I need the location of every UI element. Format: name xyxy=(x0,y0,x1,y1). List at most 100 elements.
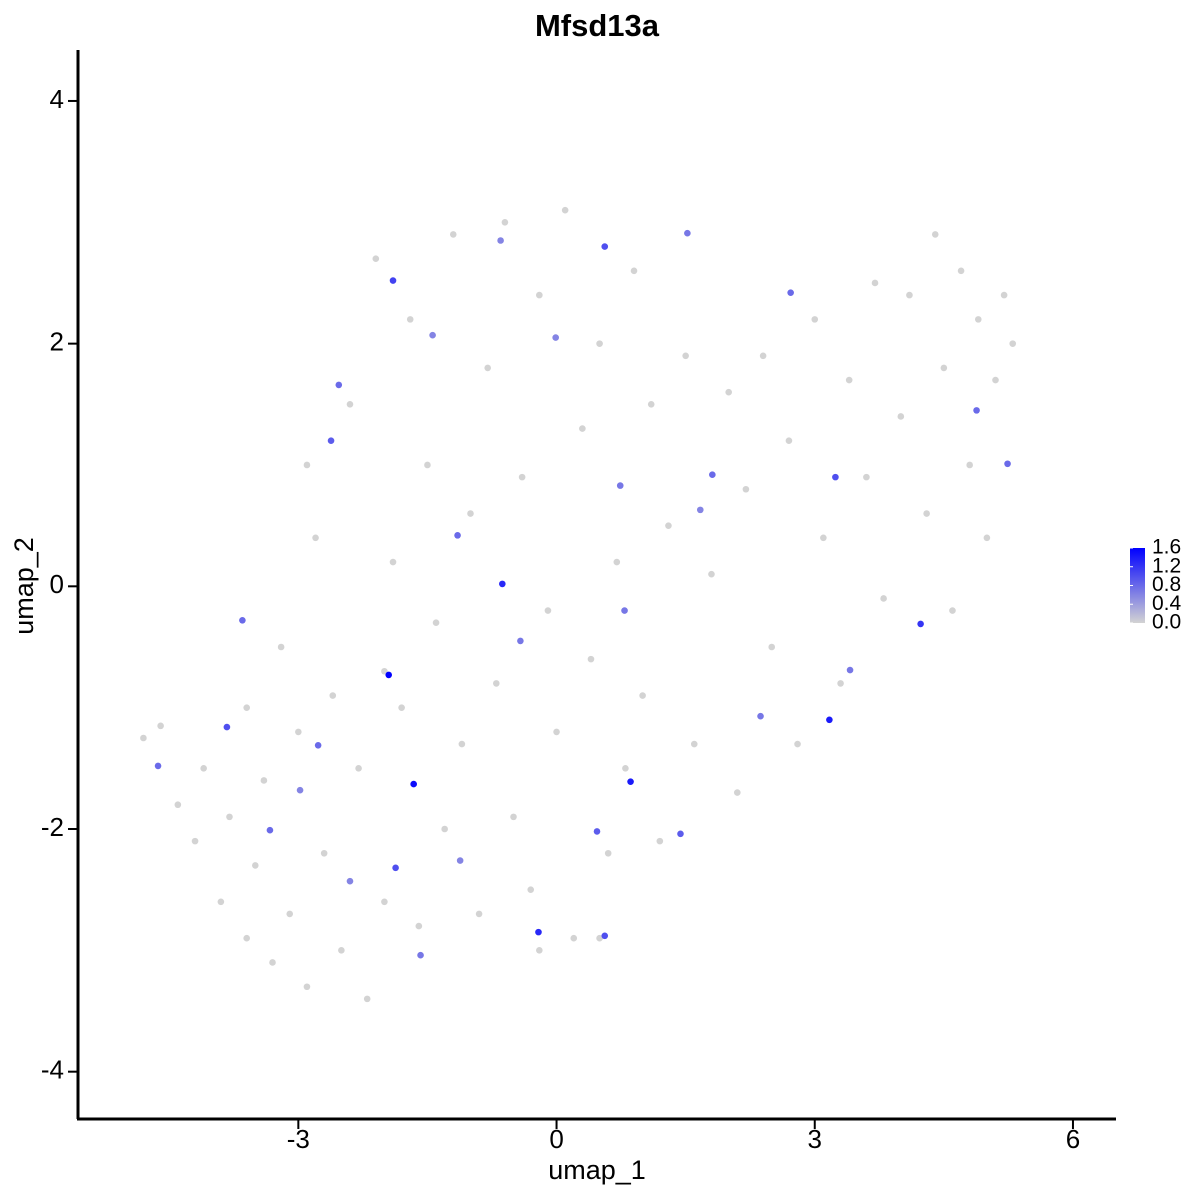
point xyxy=(561,206,569,214)
point xyxy=(335,381,343,389)
color-tick-label: 0.0 xyxy=(1152,611,1181,634)
point xyxy=(410,780,417,788)
point xyxy=(252,862,259,869)
point xyxy=(949,607,956,614)
point xyxy=(974,316,982,323)
point xyxy=(906,291,913,299)
point xyxy=(973,407,980,414)
point xyxy=(406,316,414,323)
point xyxy=(587,655,595,663)
point xyxy=(389,277,397,284)
point xyxy=(415,922,423,930)
point xyxy=(329,692,337,699)
point xyxy=(441,825,448,833)
point xyxy=(432,619,440,627)
point xyxy=(295,728,302,736)
point xyxy=(312,534,319,542)
point xyxy=(456,857,464,864)
point xyxy=(992,376,999,384)
point xyxy=(392,864,399,872)
y-tick-label: -4 xyxy=(41,1055,64,1085)
point xyxy=(174,801,182,809)
color-tick-label: 1.6 xyxy=(1152,536,1181,559)
point xyxy=(527,886,535,893)
point xyxy=(429,331,436,339)
points xyxy=(140,206,1017,1003)
point xyxy=(492,680,500,687)
point xyxy=(627,778,634,785)
point xyxy=(656,837,664,845)
point xyxy=(517,637,524,645)
x-tick-label: -3 xyxy=(287,1124,310,1154)
point xyxy=(684,229,691,237)
point xyxy=(601,243,609,250)
point xyxy=(957,267,965,275)
point xyxy=(277,643,285,651)
point xyxy=(616,482,624,489)
point xyxy=(389,558,397,566)
point xyxy=(622,765,629,772)
point xyxy=(497,237,504,244)
point xyxy=(940,364,948,372)
point xyxy=(454,532,461,539)
y-tick-label: 2 xyxy=(50,327,64,357)
y-axis-label: umap_2 xyxy=(9,537,39,635)
point xyxy=(303,461,311,469)
point xyxy=(871,279,879,287)
x-tick-label: 0 xyxy=(549,1124,563,1154)
x-tick-label: 3 xyxy=(808,1124,822,1154)
point xyxy=(501,219,509,226)
color-tick-label: 0.4 xyxy=(1152,592,1182,615)
point xyxy=(696,506,704,514)
point xyxy=(535,928,542,936)
point xyxy=(757,712,764,720)
point xyxy=(593,828,601,835)
point xyxy=(579,425,586,432)
point xyxy=(467,510,474,517)
point xyxy=(327,437,335,445)
y-tick-label: 0 xyxy=(50,569,64,599)
point xyxy=(621,607,628,614)
point xyxy=(742,485,750,493)
point xyxy=(708,570,715,578)
point xyxy=(826,716,833,724)
point xyxy=(613,558,621,566)
point xyxy=(243,704,250,711)
point xyxy=(768,643,776,651)
point xyxy=(458,740,466,748)
point xyxy=(1009,340,1017,347)
point xyxy=(140,734,147,742)
point xyxy=(381,667,388,675)
point xyxy=(846,666,854,674)
point xyxy=(785,437,793,445)
point xyxy=(665,522,672,529)
point xyxy=(372,255,380,263)
point xyxy=(191,837,199,845)
point xyxy=(355,765,362,772)
point xyxy=(346,401,354,408)
point xyxy=(296,786,304,794)
point xyxy=(596,934,603,942)
color-bar xyxy=(1130,548,1145,623)
point xyxy=(510,813,517,821)
point xyxy=(552,334,559,341)
point xyxy=(544,607,552,614)
point xyxy=(536,947,543,954)
point xyxy=(314,741,322,749)
point xyxy=(398,704,405,711)
point xyxy=(338,947,345,954)
point xyxy=(499,580,506,588)
point xyxy=(923,510,930,517)
point xyxy=(787,289,794,296)
point xyxy=(1000,291,1008,299)
chart-title: Mfsd13a xyxy=(535,8,660,43)
point xyxy=(217,898,225,906)
point xyxy=(931,231,939,238)
point xyxy=(475,910,483,918)
point xyxy=(897,413,905,420)
point xyxy=(1004,460,1011,468)
point xyxy=(260,777,268,784)
point xyxy=(286,910,294,918)
point xyxy=(346,877,354,885)
